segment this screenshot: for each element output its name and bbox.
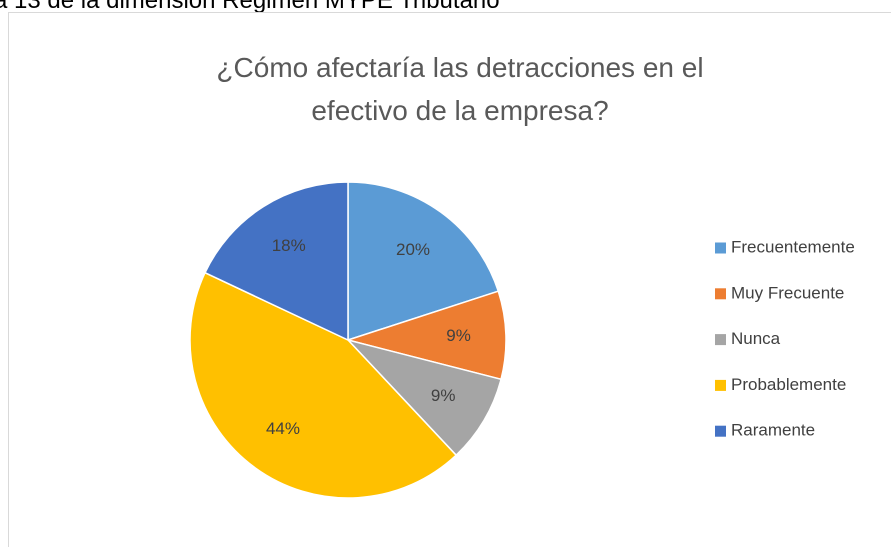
legend-swatch (715, 288, 726, 300)
legend-swatch (715, 425, 726, 437)
legend-swatch (715, 379, 726, 391)
legend-label: Frecuentemente (731, 237, 855, 256)
pie-slice (204, 181, 349, 342)
legend-label: Raramente (731, 421, 815, 440)
legend-swatch (715, 242, 726, 254)
pie-slice (345, 290, 507, 381)
pie-slice (347, 181, 500, 342)
pie-slice (345, 338, 502, 457)
legend-label: Muy Frecuente (731, 283, 844, 302)
legend-label: Probablemente (731, 375, 846, 394)
data-label: 20% (396, 240, 430, 259)
data-label: 9% (446, 326, 471, 345)
chart-frame (8, 12, 891, 547)
data-label: 44% (266, 419, 300, 438)
caption: a 13 de la dimensión Régimen MYPE Tribut… (0, 0, 500, 14)
data-label: 9% (431, 386, 456, 405)
pie-slice (189, 271, 458, 499)
chart-title: ¿Cómo afectaría las detracciones en el e… (216, 52, 704, 126)
legend-swatch (715, 334, 726, 346)
legend-label: Nunca (731, 329, 781, 348)
data-label: 18% (272, 236, 306, 255)
